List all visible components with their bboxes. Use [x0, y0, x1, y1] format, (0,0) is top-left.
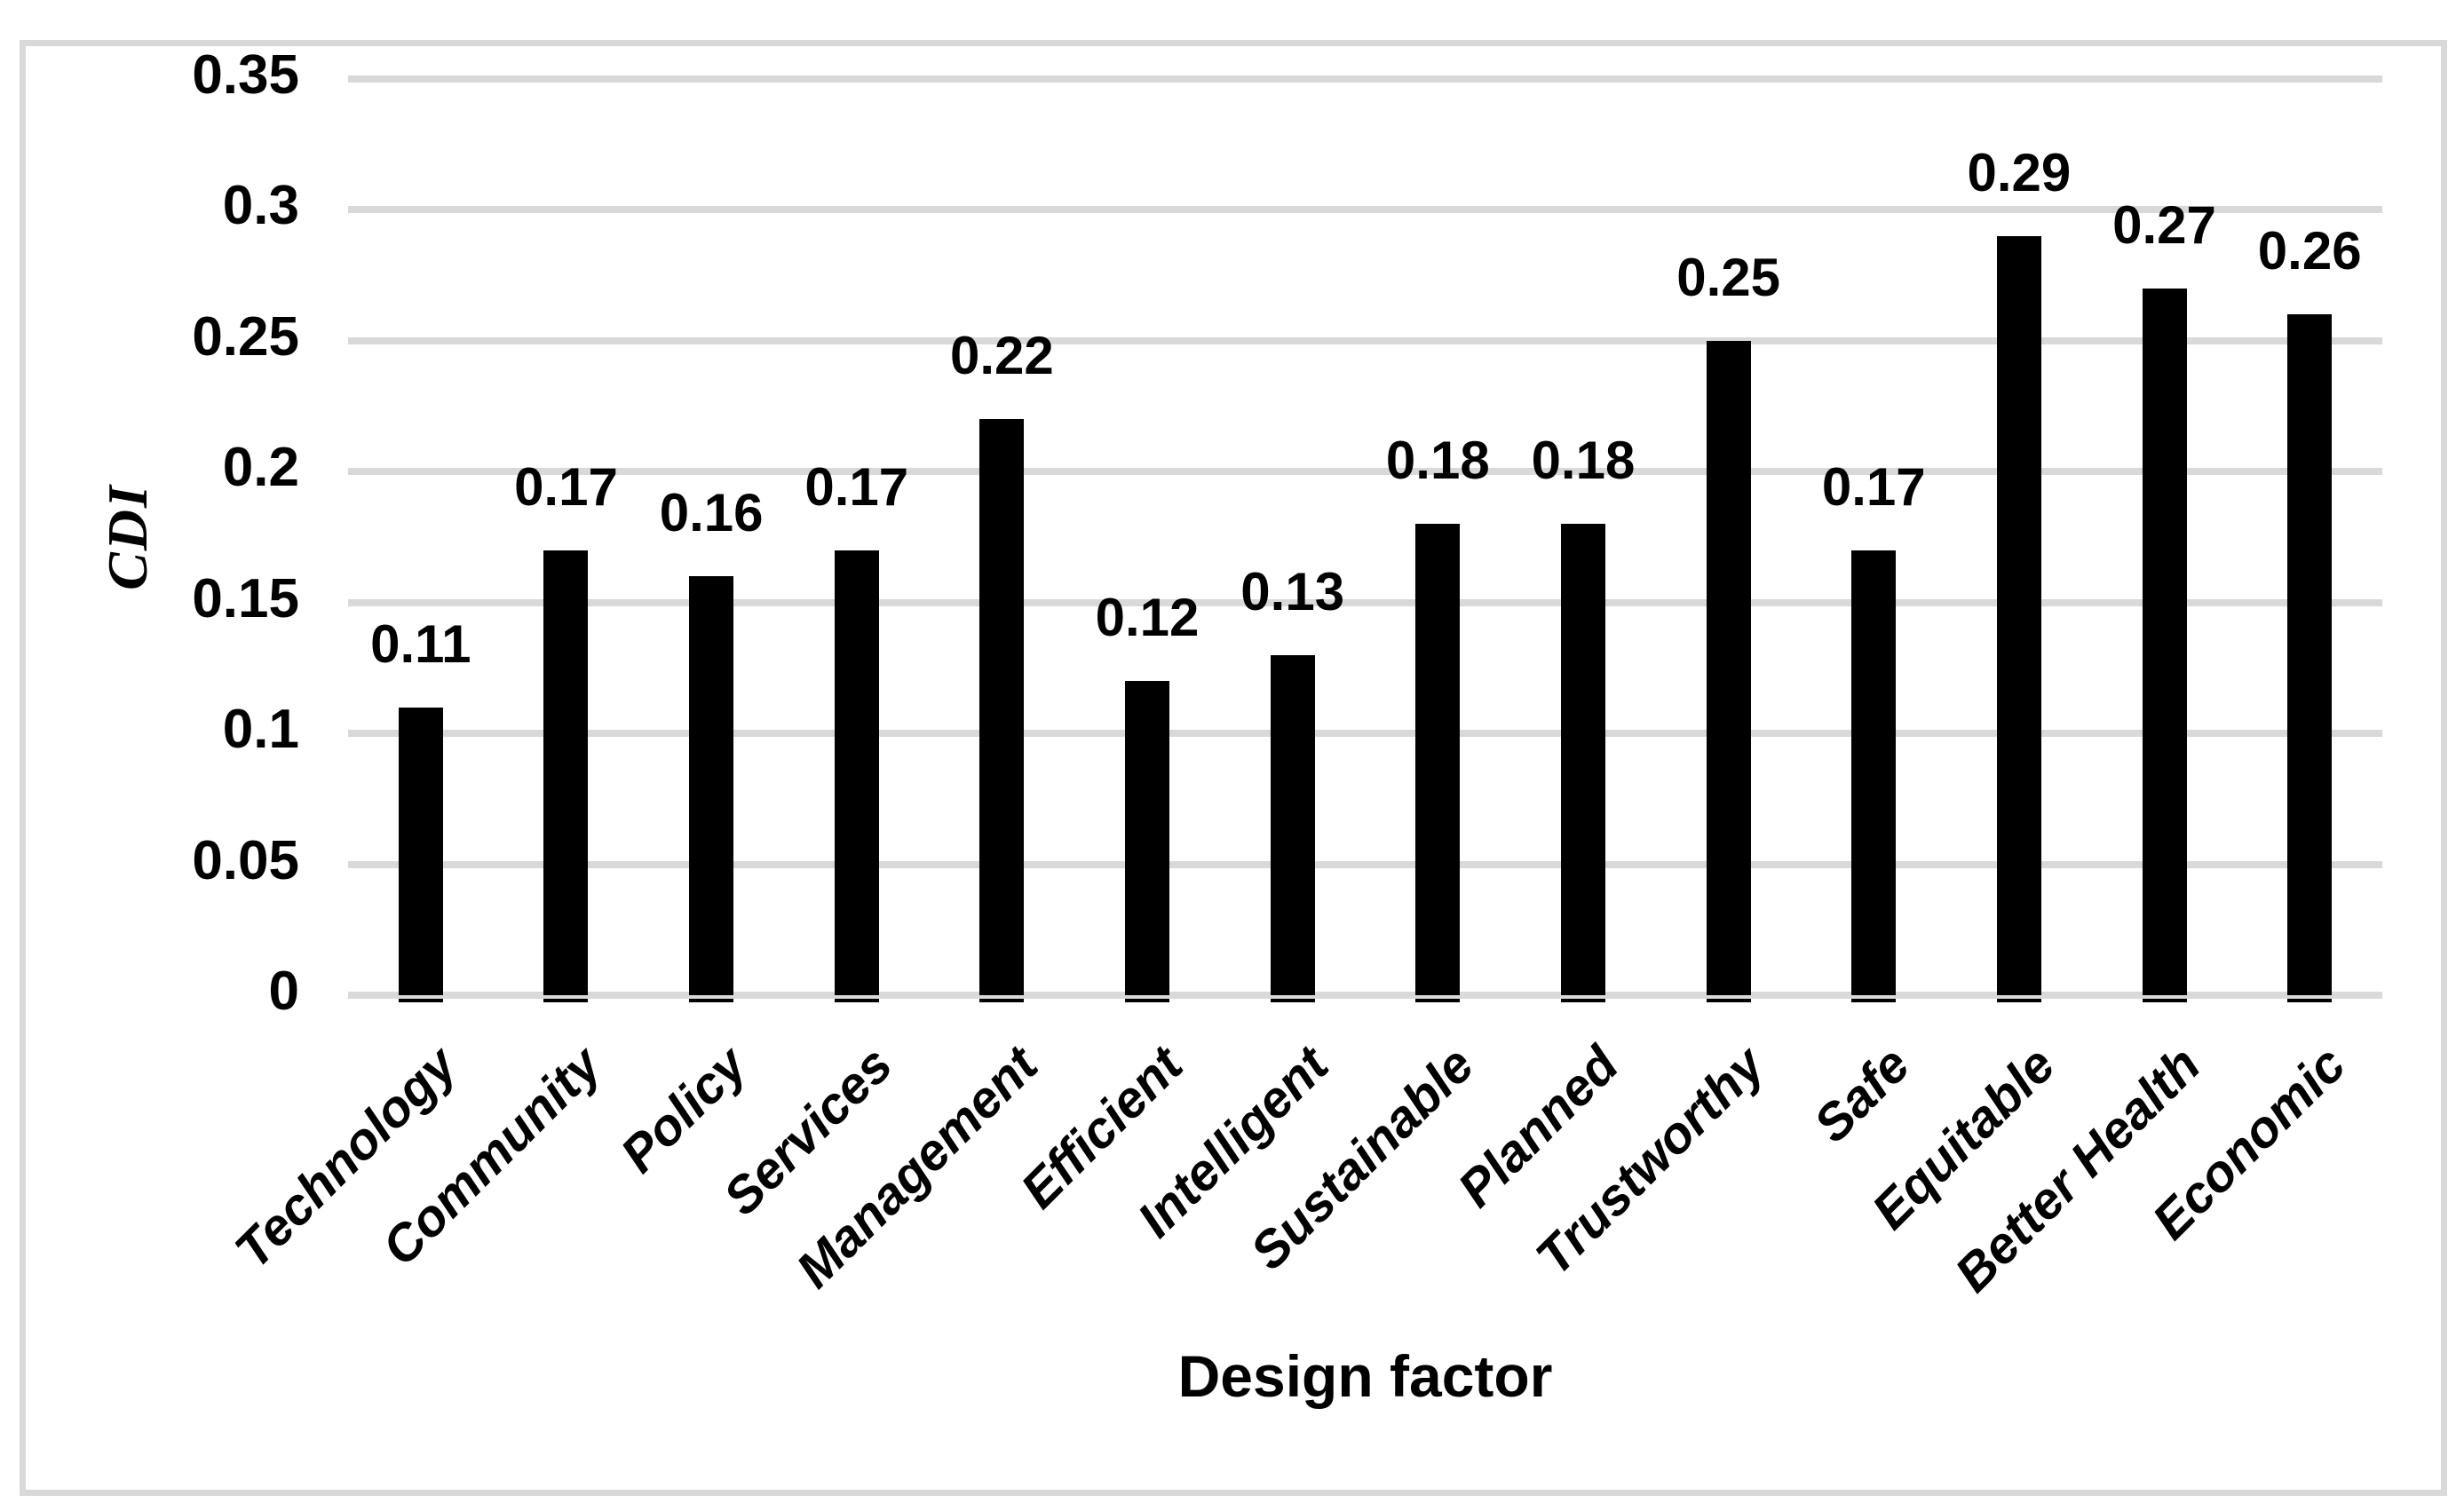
- bar-baseline-tick-efficient: [1125, 999, 1170, 1002]
- bar-trustworthy: [1706, 340, 1751, 995]
- bar-planned: [1560, 524, 1605, 995]
- bar-technology: [398, 707, 443, 995]
- bar-baseline-tick-economic: [2287, 999, 2333, 1002]
- bar-value-label-intelligent: 0.13: [1240, 561, 1345, 621]
- gridline-0.3: [348, 206, 2382, 213]
- gridline-0.05: [348, 860, 2382, 868]
- y-tick-label-0.15: 0.15: [192, 567, 299, 629]
- bar-baseline-tick-policy: [689, 999, 734, 1002]
- bar-baseline-tick-safe: [1851, 999, 1897, 1002]
- bar-efficient: [1125, 681, 1170, 995]
- bar-baseline-tick-planned: [1560, 999, 1605, 1002]
- bar-value-label-community: 0.17: [514, 456, 618, 517]
- bar-intelligent: [1270, 654, 1315, 995]
- bar-baseline-tick-management: [979, 999, 1025, 1002]
- gridline-0.2: [348, 468, 2382, 475]
- bar-community: [543, 550, 589, 995]
- bar-baseline-tick-services: [834, 999, 879, 1002]
- chart-frame-border: [20, 40, 2447, 1496]
- bar-baseline-tick-technology: [398, 999, 443, 1002]
- gridline-0.35: [348, 75, 2382, 83]
- bar-value-label-safe: 0.17: [1821, 456, 1926, 517]
- bar-services: [834, 550, 879, 995]
- bar-equitable: [1996, 235, 2041, 995]
- bar-baseline-tick-better-health: [2142, 999, 2187, 1002]
- bar-economic: [2287, 314, 2333, 995]
- gridline-0.25: [348, 336, 2382, 344]
- bar-baseline-tick-sustainable: [1415, 999, 1461, 1002]
- bar-policy: [689, 576, 734, 995]
- bar-value-label-trustworthy: 0.25: [1676, 247, 1780, 307]
- bar-safe: [1851, 550, 1897, 995]
- bar-baseline-tick-trustworthy: [1706, 999, 1751, 1002]
- bar-better-health: [2142, 288, 2187, 995]
- bar-value-label-policy: 0.16: [659, 483, 764, 542]
- bar-value-label-management: 0.22: [950, 326, 1054, 385]
- gridline-0.1: [348, 730, 2382, 737]
- x-axis-title: Design factor: [1177, 1343, 1553, 1409]
- y-tick-label-0.35: 0.35: [192, 44, 299, 106]
- bar-value-label-efficient: 0.12: [1095, 588, 1200, 647]
- y-tick-label-0.3: 0.3: [222, 175, 299, 236]
- y-tick-label-0.25: 0.25: [192, 305, 299, 368]
- bar-value-label-technology: 0.11: [370, 613, 471, 674]
- bar-baseline-tick-community: [543, 999, 589, 1002]
- bar-management: [979, 419, 1025, 995]
- bar-value-label-economic: 0.26: [2257, 221, 2362, 281]
- y-tick-label-0.1: 0.1: [222, 699, 299, 760]
- y-tick-label-0.05: 0.05: [192, 829, 299, 891]
- bar-baseline-tick-intelligent: [1270, 999, 1315, 1002]
- y-tick-label-0: 0: [268, 961, 299, 1022]
- bar-sustainable: [1415, 524, 1461, 995]
- gridline-0: [348, 992, 2382, 999]
- y-axis-title: CDI: [96, 484, 159, 590]
- bar-value-label-services: 0.17: [804, 456, 909, 517]
- y-tick-label-0.2: 0.2: [222, 437, 299, 498]
- gridline-0.15: [348, 598, 2382, 606]
- bar-baseline-tick-equitable: [1996, 999, 2041, 1002]
- bar-value-label-planned: 0.18: [1531, 431, 1636, 490]
- bar-value-label-better-health: 0.27: [2112, 194, 2216, 255]
- bar-value-label-equitable: 0.29: [1967, 142, 2072, 202]
- bar-value-label-sustainable: 0.18: [1385, 431, 1490, 490]
